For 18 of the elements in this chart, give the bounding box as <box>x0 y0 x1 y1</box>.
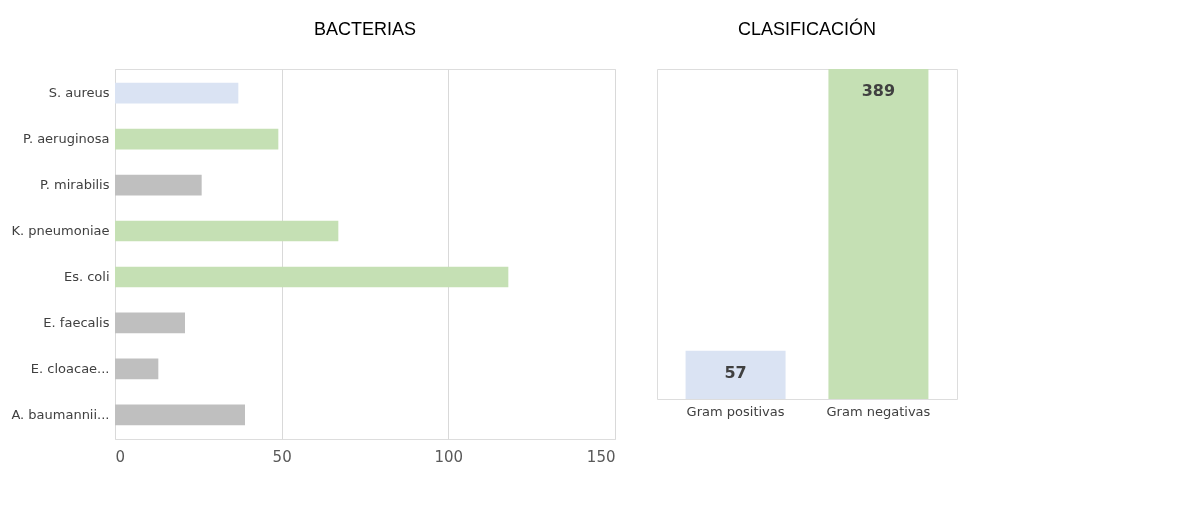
y-tick-label: E. faecalis <box>43 314 110 330</box>
x-tick-label: 0 <box>115 447 126 466</box>
data-label: 389 <box>861 81 896 100</box>
chart-title: CLASIFICACIÓN <box>737 18 877 39</box>
x-tick-label: Gram negativas <box>826 403 931 419</box>
x-tick-label: Gram positivas <box>686 403 785 419</box>
data-label: 57 <box>724 362 747 382</box>
y-tick-label: Es. coli <box>63 268 110 284</box>
y-tick-label: A. baumannii... <box>11 406 110 422</box>
x-tick-label: 50 <box>272 447 292 466</box>
chart-title: BACTERIAS <box>313 19 417 39</box>
y-tick-label: P. mirabilis <box>39 177 110 193</box>
x-tick-label: 100 <box>434 447 464 466</box>
x-tick-label: 150 <box>586 447 616 466</box>
y-tick-label: E. cloacae... <box>30 360 110 376</box>
y-tick-label: K. pneumoniae <box>11 223 110 239</box>
y-tick-label: S. aureus <box>48 85 110 101</box>
y-tick-label: P. aeruginosa <box>23 131 110 147</box>
